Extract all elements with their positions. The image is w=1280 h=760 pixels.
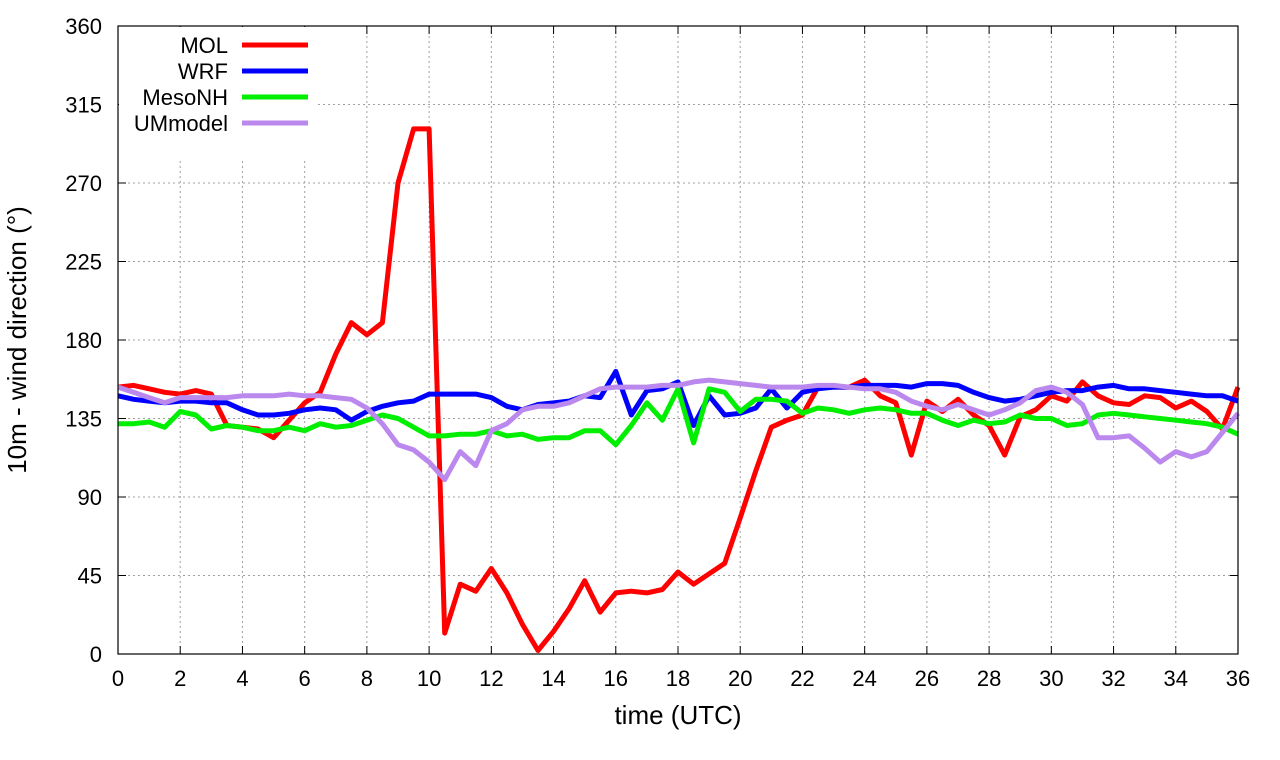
x-axis-title: time (UTC) xyxy=(614,700,741,730)
x-tick-label: 26 xyxy=(915,666,939,691)
x-tick-label: 2 xyxy=(174,666,186,691)
x-tick-label: 24 xyxy=(852,666,876,691)
x-tick-label: 4 xyxy=(236,666,248,691)
x-tick-labels: 0 2 4 6 8 10 12 14 16 18 20 22 24 26 28 30 32 34 36 xyxy=(112,666,1250,691)
y-tick-labels: 0 45 90 135 180 225 270 315 360 xyxy=(65,14,102,667)
x-tick-label: 34 xyxy=(1164,666,1188,691)
y-tick-label: 90 xyxy=(78,485,102,510)
legend-label: MesoNH xyxy=(142,85,228,110)
series-line-mesonh xyxy=(118,386,1240,448)
y-tick-label: 45 xyxy=(78,564,102,589)
y-tick-label: 0 xyxy=(90,642,102,667)
legend-label: MOL xyxy=(180,33,228,58)
y-axis-title: 10m - wind direction (°) xyxy=(2,206,32,474)
x-tick-label: 6 xyxy=(299,666,311,691)
x-tick-label: 30 xyxy=(1039,666,1063,691)
x-tick-label: 22 xyxy=(790,666,814,691)
legend-background xyxy=(119,27,317,159)
x-tick-label: 32 xyxy=(1101,666,1125,691)
x-tick-label: 18 xyxy=(666,666,690,691)
series-line-wrf xyxy=(117,368,1239,428)
x-tick-label: 28 xyxy=(977,666,1001,691)
x-tick-label: 10 xyxy=(417,666,441,691)
y-tick-label: 360 xyxy=(65,14,102,39)
x-tick-label: 16 xyxy=(604,666,628,691)
y-tick-label: 225 xyxy=(65,250,102,275)
series-line-ummodel xyxy=(117,377,1240,483)
x-tick-label: 14 xyxy=(541,666,565,691)
series-line-mol xyxy=(117,126,1241,653)
x-tick-label: 8 xyxy=(361,666,373,691)
plot-frame xyxy=(117,25,1239,655)
y-tick-label: 270 xyxy=(65,171,102,196)
legend-label: WRF xyxy=(178,59,228,84)
y-tick-label: 135 xyxy=(65,407,102,432)
legend-label: UMmodel xyxy=(134,111,228,136)
x-tick-label: 12 xyxy=(479,666,503,691)
x-tick-label: 36 xyxy=(1226,666,1250,691)
y-tick-label: 315 xyxy=(65,93,102,118)
x-tick-label: 0 xyxy=(112,666,124,691)
x-tick-label: 20 xyxy=(728,666,752,691)
series-lines xyxy=(117,126,1241,653)
y-tick-label: 180 xyxy=(65,328,102,353)
